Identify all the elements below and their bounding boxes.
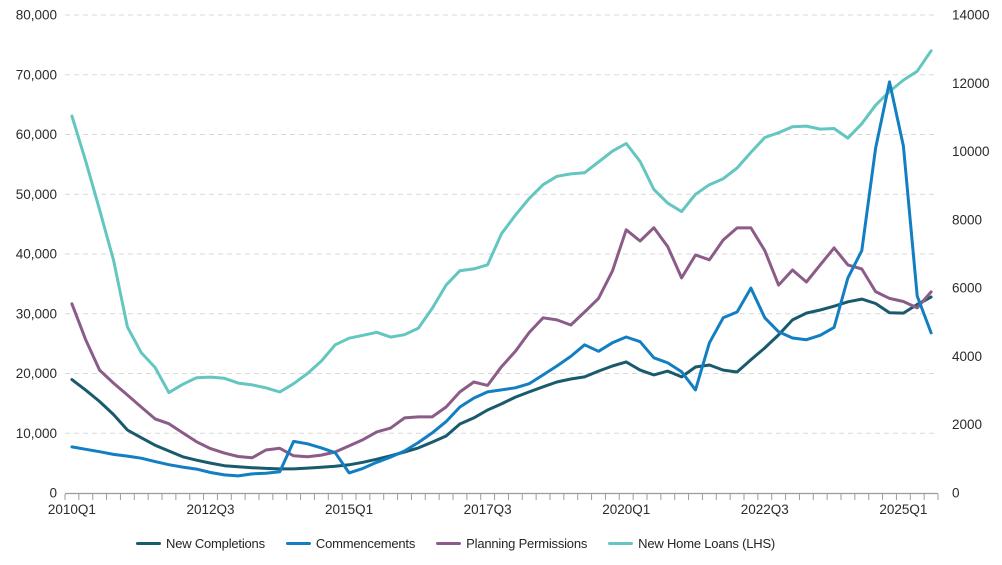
legend-label-planning-permissions: Planning Permissions	[466, 536, 588, 551]
x-axis-label: 2015Q1	[325, 502, 373, 517]
left-axis-tick-label: 20,000	[16, 366, 57, 381]
right-axis-tick-label: 10000	[952, 144, 990, 159]
planning-permissions-line-swatch	[436, 541, 462, 546]
x-axis-label: 2022Q3	[741, 502, 789, 517]
legend-item-commencements: Commencements	[285, 536, 416, 551]
right-axis-tick-label: 4000	[952, 349, 982, 364]
series-line-commencements	[70, 80, 933, 478]
left-axis-tick-label: 70,000	[16, 67, 57, 82]
legend-label-commencements: Commencements	[315, 536, 416, 551]
legend-item-new-completions: New Completions	[136, 536, 265, 551]
right-axis-tick-label: 14000	[952, 8, 990, 23]
left-axis-tick-label: 80,000	[16, 8, 57, 23]
x-axis-label: 2017Q3	[464, 502, 512, 517]
new-home-loans-line-swatch	[608, 541, 634, 546]
right-axis-tick-label: 8000	[952, 212, 982, 227]
new-completions-line-swatch	[136, 541, 161, 546]
legend-item-planning-permissions: Planning Permissions	[436, 536, 587, 551]
legend-label-new-completions: New Completions	[166, 536, 265, 551]
x-axis-label: 2025Q1	[879, 502, 927, 517]
right-axis-tick-label: 6000	[952, 281, 982, 296]
chart-legend: New Completions Commencements Planning P…	[136, 536, 775, 551]
x-axis-label: 2020Q1	[602, 502, 650, 517]
left-axis-tick-label: 30,000	[16, 306, 57, 321]
x-axis-label: 2012Q3	[186, 502, 234, 517]
right-axis-tick-label: 2000	[952, 417, 982, 432]
series-line-new-completions	[70, 295, 933, 471]
left-axis-tick-label: 60,000	[16, 127, 57, 142]
commencements-line-swatch	[285, 541, 311, 546]
series-line-new-home-loans-lhs	[70, 49, 933, 395]
legend-label-new-home-loans: New Home Loans (LHS)	[638, 536, 776, 551]
right-axis-tick-label: 0	[952, 486, 960, 501]
left-axis-tick-label: 0	[49, 486, 57, 501]
left-axis-tick-label: 50,000	[16, 187, 57, 202]
series-line-planning-permissions	[70, 226, 933, 460]
right-axis-tick-label: 12000	[952, 76, 990, 91]
left-axis-tick-label: 10,000	[16, 426, 57, 441]
legend-item-new-home-loans: New Home Loans (LHS)	[608, 536, 775, 551]
left-axis-tick-label: 40,000	[16, 247, 57, 262]
x-axis-label: 2010Q1	[48, 502, 96, 517]
chart-plot-area: 0 10,000 20,000 30,000 40,000 50,000 60,000 70,…	[16, 8, 990, 518]
